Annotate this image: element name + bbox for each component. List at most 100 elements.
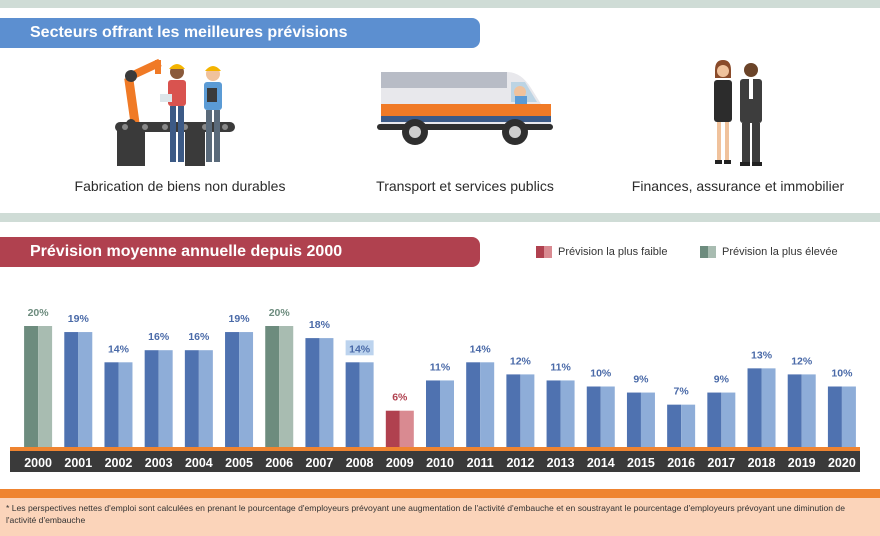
sector-transport: Transport et services publics — [335, 58, 595, 203]
x-tick-2013: 2013 — [547, 456, 575, 470]
top-band — [0, 0, 880, 8]
bar-2003-right — [158, 350, 173, 447]
forecast-bar-chart: 20% 2000 19% 2001 14% 2002 16% 2003 16% 2004 19% 20… — [10, 307, 860, 472]
bar-2006-left — [265, 326, 280, 447]
value-label-2008: 14% — [349, 343, 371, 355]
delivery-van-icon — [377, 72, 553, 145]
x-tick-2003: 2003 — [145, 456, 173, 470]
forecast-title: Prévision moyenne annuelle depuis 2000 — [0, 237, 480, 267]
legend-highest: Prévision la plus élevée — [700, 246, 838, 258]
bar-2019-left — [787, 374, 802, 447]
bar-2001-right — [78, 332, 93, 447]
factory-workers-icon — [115, 58, 235, 166]
bar-2013-left — [546, 380, 561, 447]
bar-2007-right — [319, 338, 334, 447]
bar-2001-left — [64, 332, 79, 447]
bar-2015-right — [640, 392, 655, 447]
bar-2020-right — [841, 386, 856, 447]
x-tick-2008: 2008 — [346, 456, 374, 470]
sector-label: Transport et services publics — [376, 178, 554, 194]
value-label-2012: 12% — [510, 355, 532, 367]
value-label-2002: 14% — [108, 343, 130, 355]
x-tick-2001: 2001 — [64, 456, 92, 470]
bar-2002-left — [104, 362, 119, 447]
legend-lowest: Prévision la plus faible — [536, 246, 667, 258]
sector-label: Finances, assurance et immobilier — [631, 178, 845, 194]
x-tick-2015: 2015 — [627, 456, 655, 470]
bar-2012-left — [506, 374, 521, 447]
business-people-icon — [714, 60, 762, 166]
x-tick-2017: 2017 — [707, 456, 735, 470]
legend-label-highest: Prévision la plus élevée — [722, 246, 838, 258]
legend-swatch-lowest — [536, 246, 552, 258]
x-tick-2000: 2000 — [24, 456, 52, 470]
bar-2010-left — [426, 380, 440, 447]
bar-2016-right — [681, 404, 696, 447]
bar-2006-right — [279, 326, 294, 447]
bar-2005-right — [239, 332, 254, 447]
bar-2013-right — [560, 380, 575, 447]
bar-2000-right — [38, 326, 53, 447]
value-label-2017: 9% — [714, 374, 730, 386]
value-label-2000: 20% — [28, 307, 50, 319]
x-tick-2016: 2016 — [667, 456, 695, 470]
x-tick-2002: 2002 — [105, 456, 133, 470]
value-label-2018: 13% — [751, 349, 773, 361]
bar-2014-left — [586, 386, 601, 447]
bar-2003-left — [144, 350, 159, 447]
value-label-2001: 19% — [68, 313, 90, 325]
value-label-2004: 16% — [188, 331, 210, 343]
sector-manufacturing: Fabrication de biens non durables — [50, 58, 310, 203]
value-label-2006: 20% — [269, 307, 291, 319]
value-label-2019: 12% — [791, 355, 813, 367]
x-tick-2014: 2014 — [587, 456, 615, 470]
bar-2011-left — [466, 362, 481, 447]
bar-2017-right — [721, 392, 736, 447]
sector-finance: Finances, assurance et immobilier — [608, 58, 868, 203]
bar-2007-left — [305, 338, 320, 447]
sectors-title: Secteurs offrant les meilleures prévisio… — [0, 18, 480, 48]
value-label-2010: 11% — [430, 361, 451, 373]
x-tick-2011: 2011 — [467, 456, 494, 470]
footnote: * Les perspectives nettes d'emploi sont … — [0, 489, 880, 536]
x-tick-2018: 2018 — [748, 456, 776, 470]
bar-2004-right — [198, 350, 213, 447]
value-label-highlight-2008 — [345, 340, 374, 356]
legend-swatch-highest — [700, 246, 716, 258]
bar-2020-left — [827, 386, 842, 447]
x-tick-2010: 2010 — [426, 456, 454, 470]
bar-2008-left — [345, 362, 360, 447]
bar-2009-right — [399, 410, 414, 447]
bar-2004-left — [184, 350, 199, 447]
legend-label-lowest: Prévision la plus faible — [558, 246, 668, 258]
bar-2018-right — [761, 368, 776, 447]
x-tick-2020: 2020 — [828, 456, 856, 470]
bar-2012-right — [520, 374, 535, 447]
x-tick-2006: 2006 — [265, 456, 293, 470]
bar-2000-left — [24, 326, 39, 447]
sector-label: Fabrication de biens non durables — [74, 178, 286, 194]
x-tick-2019: 2019 — [788, 456, 816, 470]
bar-2019-right — [801, 374, 816, 447]
value-label-2003: 16% — [148, 331, 170, 343]
bar-2018-left — [747, 368, 762, 447]
bar-2010-right — [440, 380, 454, 447]
value-label-2007: 18% — [309, 319, 331, 331]
bar-2015-left — [626, 392, 641, 447]
bar-2011-right — [480, 362, 495, 447]
value-label-2020: 10% — [831, 368, 853, 380]
x-axis-band — [10, 451, 860, 472]
bar-2016-left — [667, 404, 682, 447]
x-tick-2009: 2009 — [386, 456, 414, 470]
bar-2005-left — [225, 332, 240, 447]
bar-2002-right — [118, 362, 133, 447]
value-label-2016: 7% — [674, 386, 690, 398]
x-tick-2005: 2005 — [225, 456, 253, 470]
bar-2009-left — [385, 410, 400, 447]
x-tick-2004: 2004 — [185, 456, 213, 470]
value-label-2013: 11% — [550, 361, 571, 373]
bar-2008-right — [359, 362, 374, 447]
bar-2014-right — [600, 386, 615, 447]
value-label-2005: 19% — [229, 313, 251, 325]
x-tick-2007: 2007 — [306, 456, 334, 470]
